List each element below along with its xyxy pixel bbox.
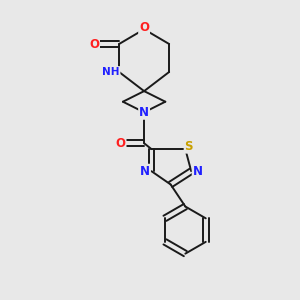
- Text: S: S: [184, 140, 193, 153]
- Text: N: N: [140, 165, 150, 178]
- Text: NH: NH: [102, 67, 120, 77]
- Text: O: O: [89, 38, 99, 50]
- Text: N: N: [193, 165, 203, 178]
- Text: N: N: [139, 106, 149, 119]
- Text: O: O: [116, 137, 126, 150]
- Text: O: O: [139, 21, 149, 34]
